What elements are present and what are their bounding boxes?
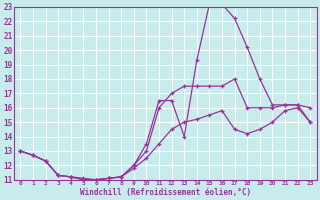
X-axis label: Windchill (Refroidissement éolien,°C): Windchill (Refroidissement éolien,°C) bbox=[80, 188, 251, 197]
